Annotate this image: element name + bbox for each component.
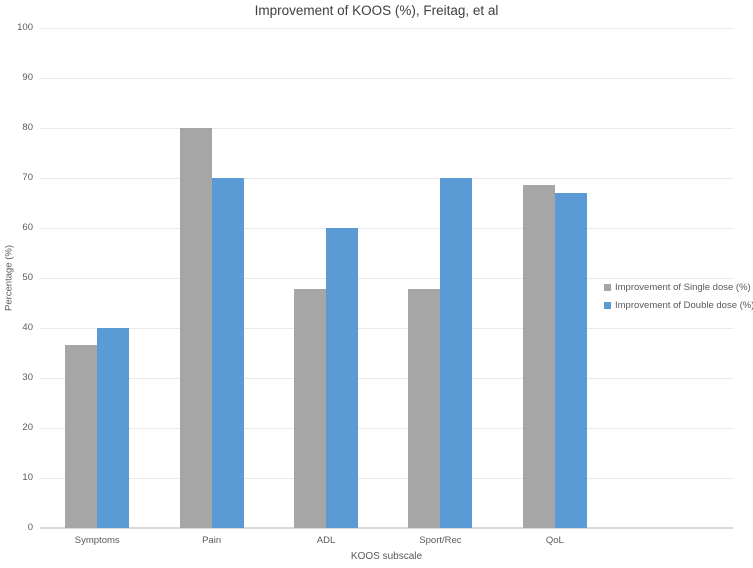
bar-group-adl	[269, 28, 383, 528]
gridline	[40, 178, 733, 179]
bar	[408, 289, 441, 528]
gridline	[40, 428, 733, 429]
x-tick-label: Symptoms	[74, 535, 120, 546]
gridline	[40, 228, 733, 229]
bar	[294, 289, 327, 528]
y-tick-label: 100	[17, 22, 33, 33]
y-tick-label: 60	[22, 222, 33, 233]
gridline	[40, 78, 733, 79]
x-tick-label: Sport/Rec	[419, 535, 462, 546]
y-tick-label: 70	[22, 172, 33, 183]
gridline	[40, 328, 733, 329]
y-tick-label: 30	[22, 372, 33, 383]
bar	[211, 178, 244, 528]
bar	[326, 228, 359, 528]
legend-label: Improvement of Single dose (%)	[615, 282, 751, 293]
bar	[179, 128, 212, 528]
gridline	[40, 478, 733, 479]
x-axis-line	[40, 527, 733, 529]
x-tick-label: ADL	[316, 535, 336, 546]
legend-item: Improvement of Single dose (%)	[604, 282, 753, 293]
y-tick-label: 50	[22, 272, 33, 283]
y-tick-label: 80	[22, 122, 33, 133]
x-tick-label: QoL	[545, 535, 564, 546]
legend-swatch-icon	[604, 302, 611, 309]
y-tick-label: 40	[22, 322, 33, 333]
y-tick-label: 90	[22, 72, 33, 83]
chart-title: Improvement of KOOS (%), Freitag, et al	[254, 3, 499, 18]
bar	[522, 184, 555, 528]
legend-label: Improvement of Double dose (%)	[615, 300, 753, 311]
bar-group-sport-rec	[383, 28, 497, 528]
gridline	[40, 28, 733, 29]
x-tick-label: Pain	[202, 535, 222, 546]
bar	[440, 178, 473, 528]
y-tick-label: 20	[22, 422, 33, 433]
y-tick-label: 10	[22, 472, 33, 483]
bar-group-symptoms	[40, 28, 154, 528]
bar	[554, 193, 587, 528]
plot-area: Improvement of Single dose (%) Improvemen…	[17, 22, 753, 533]
x-axis-title: KOOS subscale	[350, 551, 423, 562]
bars-container	[40, 28, 612, 528]
x-tick-labels: Symptoms Pain ADL Sport/Rec QoL	[40, 535, 612, 546]
bar	[97, 328, 130, 528]
legend-swatch-icon	[604, 284, 611, 291]
bar-group-pain	[154, 28, 268, 528]
legend: Improvement of Single dose (%) Improvemen…	[604, 282, 753, 318]
gridline	[40, 278, 733, 279]
bar	[65, 344, 98, 528]
bar-group-qol	[498, 28, 612, 528]
gridline	[40, 128, 733, 129]
gridline	[40, 378, 733, 379]
legend-item: Improvement of Double dose (%)	[604, 300, 753, 311]
y-tick-label: 0	[27, 522, 33, 533]
